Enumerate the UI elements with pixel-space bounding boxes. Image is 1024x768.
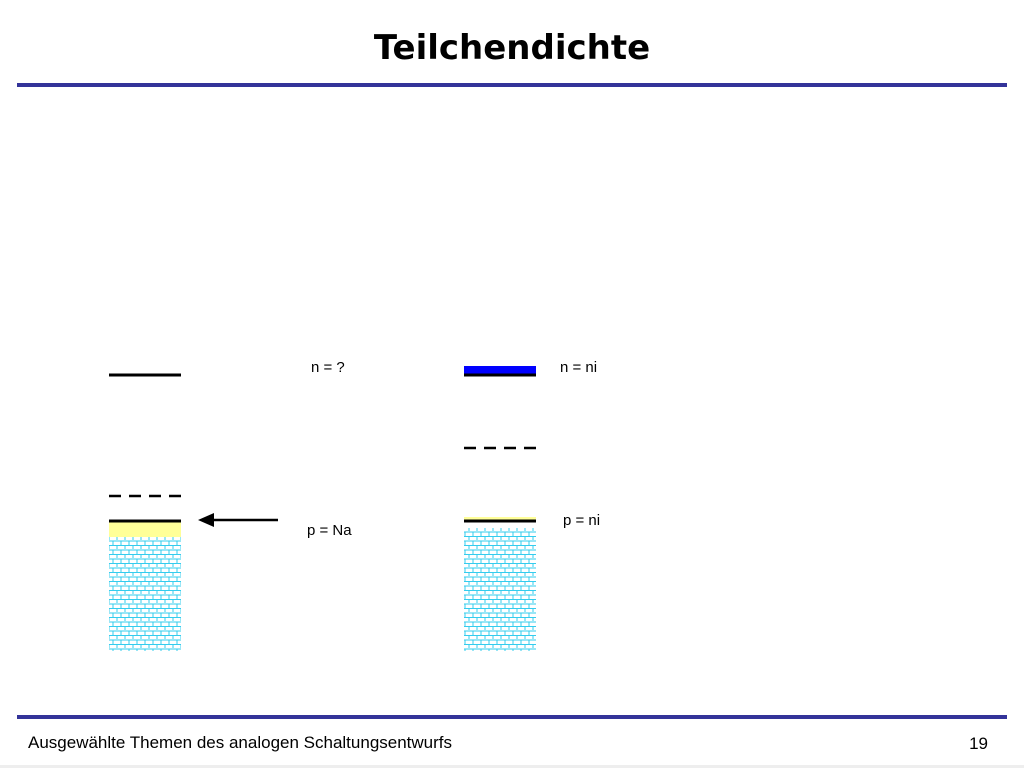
footer-text: Ausgewählte Themen des analogen Schaltun…	[28, 733, 453, 752]
right-p-label: p = ni	[563, 512, 601, 529]
right-band-diagram	[464, 366, 536, 651]
left-arrow-icon	[198, 513, 214, 527]
left-band-diagram	[109, 373, 278, 651]
right-valence-band-fill	[464, 528, 536, 651]
footer-rule	[17, 715, 1007, 719]
left-n-label: n = ?	[311, 359, 345, 376]
left-yellow-band	[109, 522, 181, 537]
right-n-label: n = ni	[560, 359, 598, 376]
left-valence-band-fill	[109, 537, 181, 651]
page-number: 19	[969, 734, 988, 753]
left-p-label: p = Na	[307, 522, 352, 539]
slide-title: Teilchendichte	[373, 28, 651, 68]
right-yellow-band	[464, 517, 536, 521]
right-blue-band	[464, 366, 536, 374]
bottom-edge	[0, 765, 1024, 768]
title-rule	[17, 83, 1007, 87]
